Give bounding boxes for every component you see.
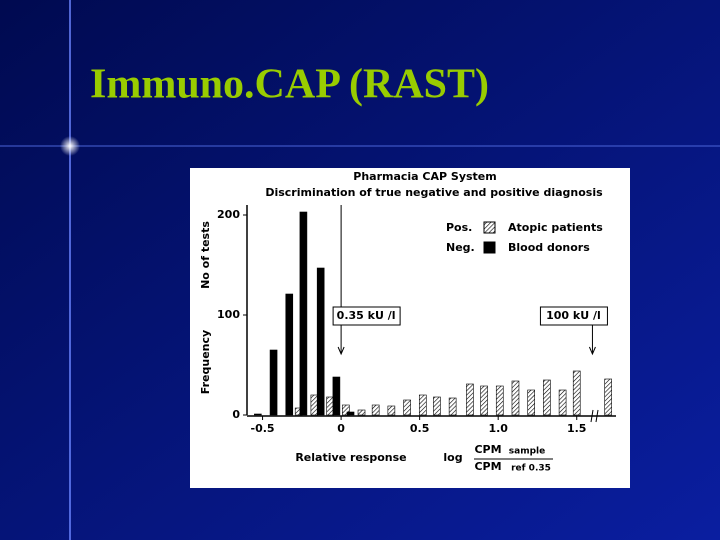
annotation-box: [332, 306, 401, 326]
bar: [448, 397, 457, 416]
annotation: 100 kU /l: [546, 309, 601, 322]
formula-log: log: [443, 451, 462, 464]
x-tick-label: -0.5: [251, 422, 275, 435]
legend-label: Blood donors: [508, 241, 590, 254]
chart-subtitle: Discrimination of true negative and posi…: [265, 186, 603, 199]
bar: [558, 389, 567, 416]
bar: [418, 394, 427, 416]
bar: [433, 396, 441, 416]
bar: [511, 380, 520, 416]
x-tick-label: 1.5: [567, 422, 587, 435]
bar: [316, 267, 325, 416]
bar: [285, 293, 294, 416]
bar: [403, 399, 411, 416]
chart-title: Pharmacia CAP System: [353, 170, 496, 183]
bar: [527, 389, 535, 416]
chart-panel: [190, 168, 630, 488]
bar: [371, 404, 380, 416]
bar: [269, 349, 278, 416]
x-label: Relative response: [295, 451, 406, 464]
bar: [342, 404, 350, 416]
arrow-head: [588, 346, 596, 356]
formula-text: sample: [509, 447, 545, 457]
formula-text: CPM: [474, 460, 501, 473]
bar: [346, 411, 355, 416]
legend-swatch: [483, 221, 496, 234]
x-tick-label: 1.0: [488, 422, 508, 435]
bar: [332, 376, 341, 416]
bar: [387, 405, 396, 416]
bar: [466, 383, 474, 416]
bar: [326, 396, 334, 416]
x-tick-label: 0.5: [410, 422, 430, 435]
bar: [254, 413, 262, 416]
bar: [299, 211, 308, 416]
arrow-head: [337, 346, 345, 356]
bar: [572, 370, 581, 416]
flare: [60, 136, 80, 156]
slide-title: Immuno.CAP (RAST): [90, 62, 489, 108]
axis-break: [595, 409, 599, 423]
annotation: 0.35 kU /l: [337, 309, 396, 322]
bar: [310, 394, 319, 416]
legend-swatch: [483, 241, 496, 254]
bar: [357, 409, 366, 416]
y-tick-label: 200: [217, 208, 240, 221]
formula-text: CPM: [474, 443, 501, 456]
y-tick-label: 0: [232, 408, 240, 421]
legend-key: Neg.: [446, 241, 475, 254]
y-tick-label: 100: [217, 308, 240, 321]
x-tick-label: 0: [337, 422, 345, 435]
bar: [543, 379, 551, 416]
legend-key: Pos.: [446, 221, 472, 234]
chart: Pharmacia CAP System Discrimination of t…: [199, 170, 616, 474]
bar: [480, 385, 488, 416]
legend-label: Atopic patients: [508, 221, 603, 234]
annotation-box: [539, 306, 608, 326]
axis-break: [590, 409, 594, 423]
y-label: No of tests: [199, 221, 212, 289]
formula-text: ref 0.35: [511, 464, 551, 474]
y-label: Frequency: [199, 330, 212, 394]
bar: [604, 378, 612, 416]
bar: [495, 385, 504, 416]
